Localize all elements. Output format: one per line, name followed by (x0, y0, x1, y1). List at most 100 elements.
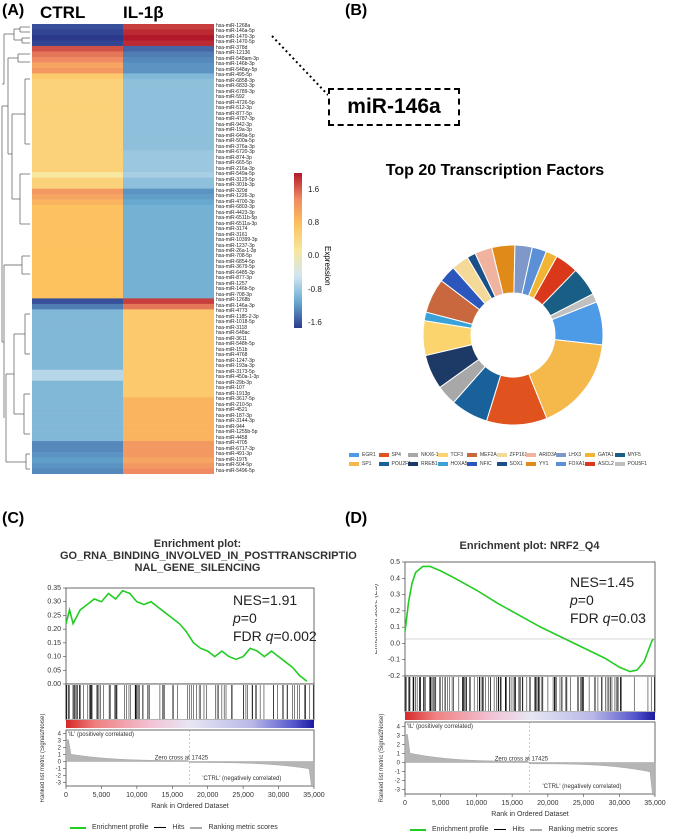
heatmap-cell-ctrl (32, 452, 123, 458)
tf-legend-item: RREB1 (408, 461, 438, 467)
heatmap-grid (32, 24, 214, 474)
heatmap-cell-ctrl (32, 139, 123, 146)
heatmap-cell-il1b (123, 391, 214, 398)
heatmap-row-label: hsa-miR-4458 (216, 434, 248, 441)
heatmap-cell-ctrl (32, 375, 123, 382)
heatmap-cell-ctrl (32, 210, 123, 217)
tf-legend-label: RREB1 (421, 461, 438, 467)
heatmap-cell-ctrl (32, 150, 123, 157)
tf-legend-item: SP1 (349, 461, 371, 467)
tf-legend-item: ARID3A (526, 452, 557, 458)
heatmap-cell-il1b (123, 133, 214, 140)
heatmap-row-label: hsa-miR-216a-3p (216, 165, 255, 172)
heatmap-cell-ctrl (32, 144, 123, 151)
heatmap-cell-ctrl (32, 133, 123, 140)
heatmap-cell-ctrl (32, 276, 123, 283)
heatmap-cell-ctrl (32, 155, 123, 162)
rank-y-tick: 3 (397, 734, 401, 740)
heatmap-cell-il1b (123, 397, 214, 403)
es-y-tick: 0.25 (47, 612, 61, 619)
heatmap-row-label: hsa-miR-1268b (216, 297, 251, 304)
heatmap-cell-ctrl (32, 270, 123, 277)
tf-legend-item: HOXA5 (437, 461, 467, 467)
heatmap-cell-il1b (123, 380, 214, 387)
heatmap-cell-il1b (123, 100, 214, 107)
heatmap-cell-il1b (123, 188, 214, 195)
heatmap-cell-il1b (123, 468, 214, 474)
heatmap-cell-il1b (123, 73, 214, 80)
heatmap-row-label: hsa-miR-500a-5p (216, 138, 255, 145)
tf-legend-swatch (467, 452, 477, 457)
heatmap-cell-ctrl (32, 281, 123, 288)
heatmap-row-label: hsa-miR-4768 (216, 352, 248, 359)
heatmap-cell-ctrl (32, 391, 123, 398)
colorbar-tick: -0.8 (308, 285, 322, 294)
heatmap-row-label: hsa-miR-301b-3p (216, 182, 255, 189)
heatmap-cell-ctrl (32, 166, 123, 173)
heatmap-cell-ctrl (32, 303, 123, 310)
tf-legend-swatch (349, 461, 359, 466)
heatmap-cell-il1b (123, 95, 214, 102)
heatmap-cell-il1b (123, 446, 214, 453)
heatmap-row-label: hsa-miR-3679-5p (216, 264, 255, 271)
heatmap-row-label: hsa-miR-504-5p (216, 462, 252, 469)
heatmap-cell-ctrl (32, 331, 123, 338)
heatmap-cell-ctrl (32, 111, 123, 118)
negative-corr-label: 'CTRL' (negatively correlated) (543, 784, 622, 790)
positive-corr-label: 'IL' (positively correlated) (68, 732, 134, 738)
colorbar-tick: -1.6 (308, 318, 322, 327)
heatmap-cell-il1b (123, 342, 214, 349)
heatmap-cell-ctrl (32, 435, 123, 442)
heatmap-row-label: hsa-miR-3174 (216, 226, 248, 233)
heatmap-cell-il1b (123, 259, 214, 266)
rank-y-tick: -1 (395, 770, 401, 776)
heatmap-cell-ctrl (32, 227, 123, 233)
heatmap-cell-il1b (123, 238, 214, 244)
heatmap-cell-ctrl (32, 358, 123, 365)
es-y-tick: 0.15 (47, 640, 61, 647)
tf-legend-label: SOX1 (509, 461, 523, 467)
tf-legend-swatch (585, 461, 595, 466)
heatmap-cell-il1b (123, 413, 214, 420)
heatmap-cell-ctrl (32, 84, 123, 91)
heatmap-row-label: hsa-miR-146b-3p (216, 61, 255, 68)
gsea-d-plot: 0.5 0.4 0.3 0.2 0.1 0.0 -0.1 -0.2 Enrichment sco… (375, 559, 666, 818)
heatmap-cell-ctrl (32, 413, 123, 420)
tf-legend-swatch (614, 461, 625, 466)
x-tick: 0 (403, 800, 407, 807)
heatmap-cell-ctrl (32, 122, 123, 129)
heatmap-cell-ctrl (32, 265, 123, 272)
tf-legend-label: SP4 (391, 452, 401, 458)
heatmap-row-label: hsa-miR-1470-5p (216, 39, 255, 46)
heatmap-row-label: hsa-miR-3161 (216, 231, 248, 238)
heatmap-cell-ctrl (32, 128, 123, 135)
es-y-tick: 0.3 (390, 592, 400, 599)
heatmap-row-label: hsa-miR-6485-3p (216, 269, 255, 276)
tf-legend-item: SP4 (378, 452, 401, 458)
zero-cross-label: Zero cross at 17425 (155, 756, 209, 762)
x-tick: 25,000 (573, 800, 595, 807)
gsea-d-fdr: FDR q=0.03 (570, 610, 646, 626)
heatmap-cell-il1b (123, 292, 214, 299)
heatmap-row-label: hsa-miR-944 (216, 423, 245, 430)
heatmap-cell-ctrl (32, 259, 123, 266)
tf-legend-item: ASCL2 (585, 461, 614, 467)
tf-legend-item: MYF5 (614, 452, 641, 458)
es-y-tick: 0.20 (47, 626, 61, 633)
panel-label-a: (A) (2, 2, 25, 19)
x-tick: 25,000 (232, 792, 254, 799)
es-y-tick: 0.30 (47, 599, 61, 606)
heatmap-cell-il1b (123, 441, 214, 447)
heatmap-cell-il1b (123, 424, 214, 431)
es-y-tick: 0.5 (390, 559, 400, 566)
colorbar (294, 173, 302, 328)
heatmap-row-label: hsa-miR-29b-3p (216, 379, 252, 386)
heatmap-row-label: hsa-miR-146b-5p (216, 286, 255, 293)
heatmap-cell-il1b (123, 281, 214, 288)
heatmap-row-label: hsa-miR-592 (216, 94, 245, 101)
rank-y-tick: 2 (397, 743, 401, 749)
heatmap-col-ctrl: CTRL (40, 3, 86, 22)
tf-legend-label: MEF2A (480, 452, 497, 458)
x-tick: 0 (64, 792, 68, 799)
heatmap-row-label: hsa-miR-19a-3p (216, 127, 252, 134)
